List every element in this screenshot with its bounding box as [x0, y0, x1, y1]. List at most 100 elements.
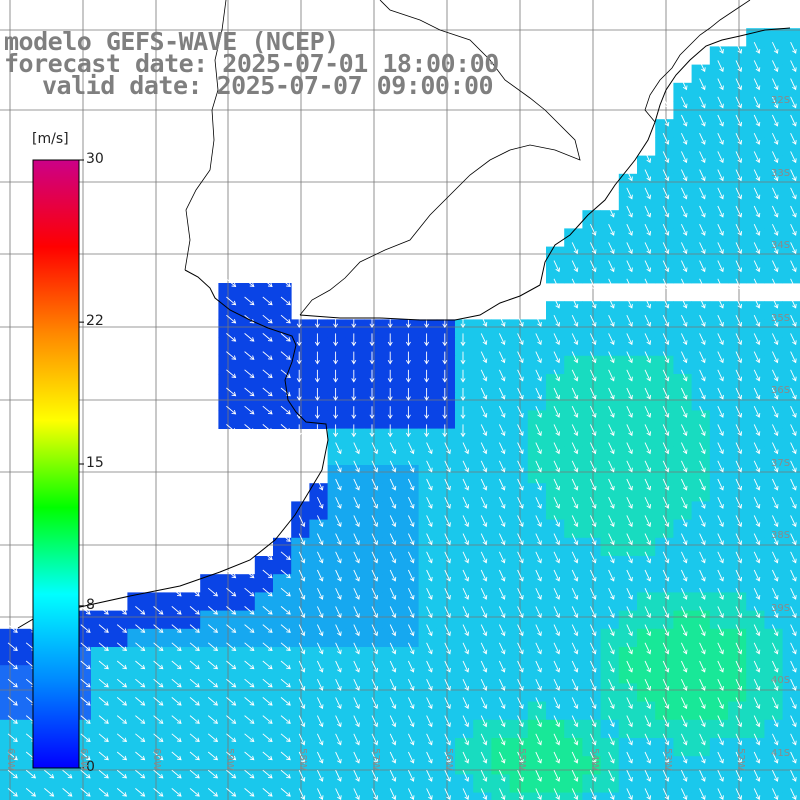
wind-cell — [709, 465, 729, 484]
wind-cell — [127, 774, 146, 793]
wind-arrow — [608, 606, 615, 619]
wind-cell — [254, 392, 274, 411]
wind-arrow — [535, 751, 542, 764]
wind-cell — [691, 82, 711, 102]
wind-cell — [382, 556, 401, 575]
wind-arrow — [608, 460, 615, 473]
wind-cell — [309, 719, 328, 739]
wind-arrow — [535, 733, 542, 746]
wind-cell — [291, 519, 310, 539]
wind-arrow — [517, 424, 524, 437]
wind-cell — [637, 228, 656, 247]
wind-arrow — [753, 788, 761, 800]
wind-arrow — [699, 296, 706, 309]
wind-arrow — [98, 788, 109, 797]
wind-arrow — [244, 769, 255, 779]
wind-arrow — [571, 387, 579, 400]
wind-arrow — [80, 624, 91, 633]
wind-arrow — [371, 788, 379, 800]
wind-cell — [400, 628, 419, 648]
wind-cell — [109, 792, 128, 800]
wind-arrow — [626, 460, 633, 473]
wind-arrow — [553, 551, 561, 564]
wind-cell — [236, 283, 256, 302]
wind-arrow — [335, 624, 342, 637]
wind-cell — [254, 374, 274, 393]
wind-arrow — [699, 424, 706, 437]
wind-arrow — [226, 369, 237, 379]
wind-arrow — [226, 333, 237, 342]
wind-arrow — [771, 533, 779, 546]
wind-cell — [273, 337, 292, 357]
wind-cell — [327, 556, 347, 575]
wind-arrow — [226, 697, 237, 706]
wind-cell — [382, 428, 401, 448]
wind-arrow — [444, 642, 451, 655]
wind-arrow — [298, 751, 306, 764]
wind-cell — [400, 410, 419, 429]
wind-arrow — [353, 733, 360, 746]
wind-arrow — [589, 679, 597, 691]
wind-cell — [546, 319, 565, 338]
wind-cell — [291, 738, 310, 757]
wind-arrow — [735, 333, 743, 346]
wind-arrow — [280, 314, 291, 324]
wind-cell — [382, 774, 401, 793]
wind-arrow — [407, 497, 415, 509]
wind-arrow — [626, 424, 633, 437]
wind-cell — [291, 792, 310, 800]
wind-cell — [91, 738, 110, 757]
wind-arrow — [353, 551, 360, 564]
wind-arrow — [626, 788, 633, 800]
wind-cell — [582, 738, 601, 757]
wind-cell — [455, 483, 474, 502]
wind-arrow — [153, 642, 164, 652]
wind-arrow — [426, 642, 433, 655]
wind-cell — [491, 355, 510, 375]
wind-arrow — [462, 442, 470, 455]
wind-arrow — [389, 569, 397, 582]
wind-cell — [691, 537, 711, 557]
wind-arrow — [262, 369, 273, 379]
wind-arrow — [680, 497, 688, 509]
wind-arrow — [389, 788, 397, 800]
wind-arrow — [790, 351, 797, 364]
wind-arrow — [80, 788, 91, 797]
wind-arrow — [790, 406, 797, 418]
wind-cell — [637, 192, 656, 211]
wind-arrow — [571, 588, 579, 600]
wind-arrow — [553, 296, 561, 309]
wind-cell — [655, 246, 674, 266]
wind-cell — [291, 410, 310, 429]
wind-cell — [509, 628, 529, 648]
wind-arrow — [335, 588, 342, 600]
wind-arrow — [680, 133, 688, 145]
wind-cell — [691, 665, 711, 684]
wind-arrow — [753, 42, 761, 54]
wind-arrow — [790, 660, 797, 673]
wind-cell — [327, 337, 347, 357]
wind-arrow — [444, 751, 451, 764]
wind-arrow — [462, 551, 470, 564]
wind-arrow — [444, 588, 451, 600]
wind-arrow — [280, 624, 291, 633]
wind-arrow — [553, 679, 561, 691]
wind-arrow — [644, 169, 652, 182]
wind-arrow — [626, 224, 633, 236]
wind-arrow — [699, 624, 706, 637]
wind-arrow — [735, 242, 743, 255]
wind-cell — [618, 319, 638, 338]
wind-arrow — [662, 533, 670, 546]
wind-cell — [764, 701, 783, 721]
wind-cell — [291, 683, 310, 702]
wind-arrow — [571, 697, 579, 710]
argentina-coast — [17, 269, 329, 629]
wind-arrow — [753, 96, 761, 109]
wind-arrow — [571, 460, 579, 473]
wind-cell — [436, 465, 456, 484]
wind-arrow — [244, 369, 255, 379]
wind-arrow — [426, 770, 433, 782]
wind-arrow — [608, 770, 615, 782]
wind-cell — [546, 628, 565, 648]
wind-cell — [782, 792, 800, 800]
